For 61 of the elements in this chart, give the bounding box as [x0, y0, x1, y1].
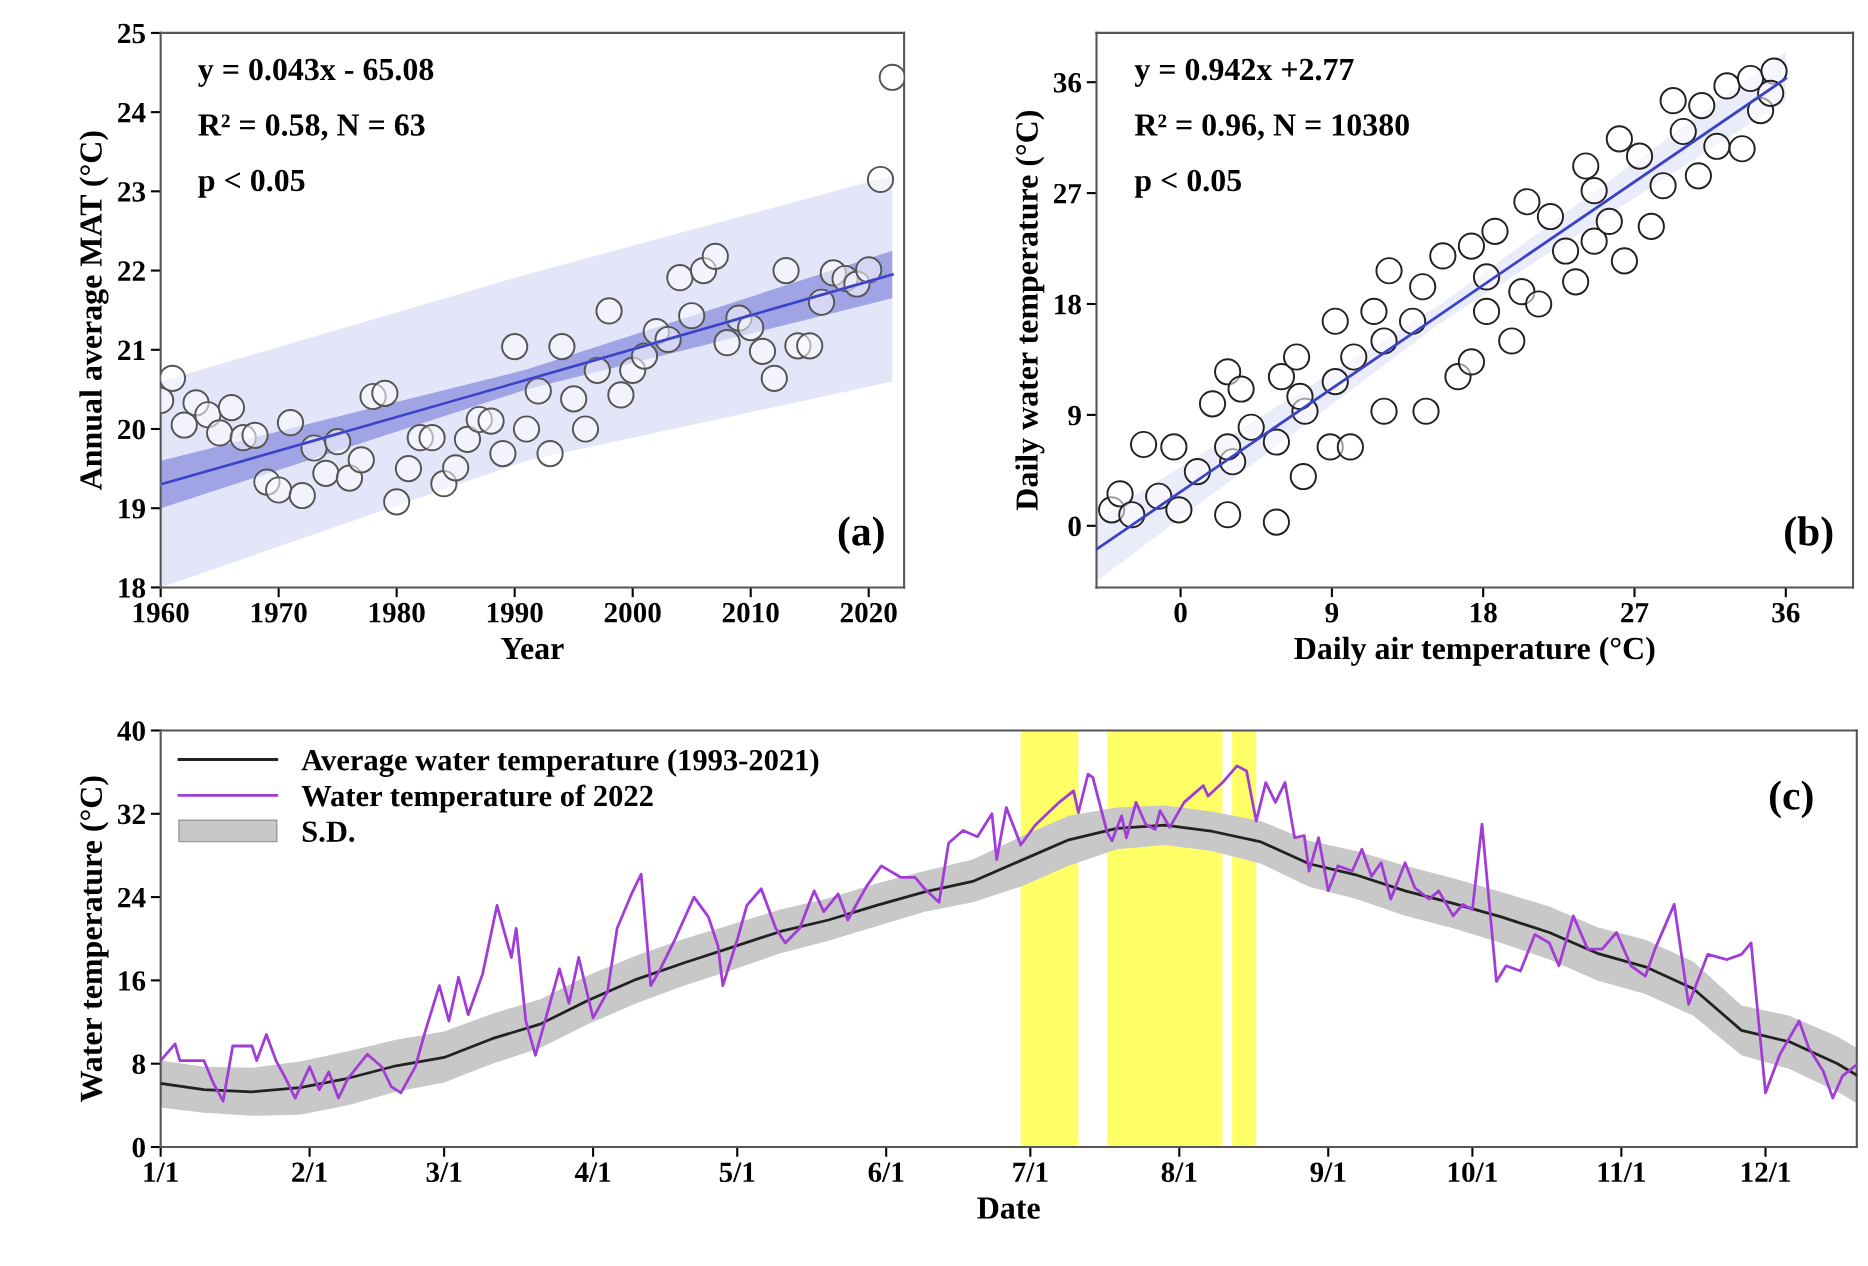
legend-label: Average water temperature (1993-2021) [301, 749, 819, 777]
x-tick-label: 1/1 [144, 1162, 178, 1183]
annotation: R² = 0.58, N = 63 [198, 114, 425, 141]
x-tick-label: 5/1 [719, 1162, 755, 1183]
x-axis-title: Daily air temperature (°C) [1294, 636, 1655, 666]
y-tick-label: 8 [132, 1054, 146, 1075]
x-tick-label: 0 [1174, 602, 1187, 623]
annotation: p < 0.05 [1134, 169, 1242, 198]
x-tick-label: 7/1 [1013, 1162, 1048, 1183]
x-tick-label: 2020 [840, 602, 897, 623]
x-tick-label: 36 [1772, 602, 1800, 623]
y-axis-title: Annual average MAT (°C) [79, 131, 109, 491]
y-tick-label: 20 [118, 419, 145, 440]
y-tick-label: 18 [119, 578, 146, 598]
x-tick-label: 11/1 [1598, 1162, 1645, 1183]
x-tick-label: 10/1 [1448, 1162, 1497, 1183]
x-axis-title: Date [977, 1197, 1040, 1219]
x-tick-label: 9/1 [1310, 1162, 1346, 1183]
annotation: (b) [1785, 516, 1833, 555]
x-axis-title: Year [501, 638, 564, 660]
x-tick-label: 1990 [487, 602, 543, 623]
y-tick-label: 22 [118, 261, 145, 281]
x-tick-label: 3/1 [426, 1162, 462, 1183]
annotation: (a) [838, 516, 884, 555]
y-tick-label: 16 [119, 971, 146, 991]
x-tick-label: 1960 [133, 602, 189, 623]
x-tick-label: 12/1 [1741, 1162, 1790, 1183]
y-tick-label: 40 [117, 721, 145, 741]
x-tick-label: 18 [1470, 602, 1497, 623]
y-tick-label: 9 [1068, 405, 1081, 426]
y-tick-label: 36 [1053, 73, 1082, 93]
x-tick-label: 8/1 [1161, 1162, 1197, 1183]
y-tick-label: 24 [118, 887, 146, 908]
x-tick-label: 27 [1621, 602, 1649, 623]
x-tick-label: 9 [1325, 602, 1339, 623]
x-tick-label: 2/1 [292, 1162, 327, 1183]
y-tick-label: 21 [118, 340, 145, 360]
y-axis-title: Water temperature (°C) [79, 776, 109, 1102]
x-tick-label: 1970 [251, 602, 307, 623]
y-tick-label: 0 [1068, 516, 1081, 537]
x-tick-label: 2010 [722, 602, 779, 623]
x-tick-label: 6/1 [868, 1162, 904, 1183]
annotation: p < 0.05 [198, 169, 305, 198]
y-tick-label: 0 [132, 1137, 145, 1158]
y-tick-label: 24 [118, 102, 146, 123]
annotation: (c) [1769, 780, 1813, 819]
y-tick-label: 32 [118, 804, 145, 825]
x-tick-label: 1980 [369, 602, 425, 623]
annotation: y = 0.043x - 65.08 [198, 58, 434, 87]
y-axis-title: Daily water temperature (°C) [1015, 111, 1045, 511]
legend-label: Water temperature of 2022 [301, 784, 653, 813]
y-tick-label: 25 [118, 23, 145, 44]
y-tick-label: 27 [1053, 183, 1082, 204]
annotation: y = 0.942x +2.77 [1134, 58, 1354, 87]
x-tick-label: 2000 [604, 602, 661, 623]
x-tick-label: 4/1 [574, 1162, 611, 1183]
y-tick-label: 23 [118, 182, 146, 202]
y-tick-label: 19 [119, 499, 146, 519]
annotation: R² = 0.96, N = 10380 [1134, 114, 1409, 141]
y-tick-label: 18 [1055, 294, 1081, 315]
legend-label: S.D. [302, 821, 355, 843]
